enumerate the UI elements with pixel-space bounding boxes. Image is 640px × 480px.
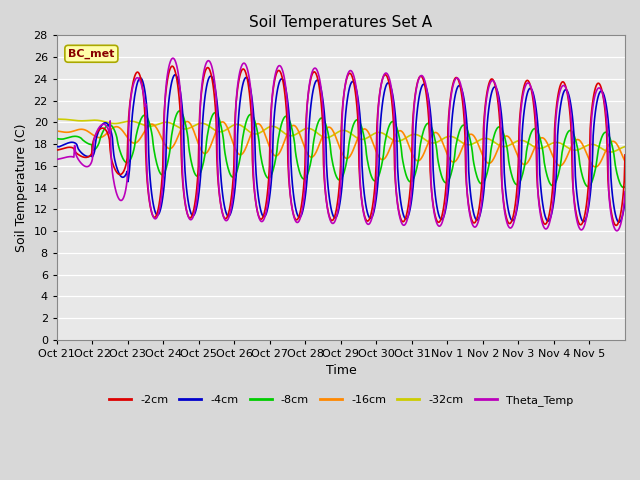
-16cm	[225, 128, 232, 133]
-2cm	[253, 206, 260, 212]
-16cm	[591, 164, 599, 170]
-2cm	[168, 63, 176, 69]
-8cm	[225, 168, 232, 173]
-4cm	[53, 144, 61, 149]
-32cm	[224, 126, 232, 132]
Line: -32cm: -32cm	[57, 119, 625, 152]
-8cm	[253, 126, 260, 132]
-8cm	[620, 185, 627, 191]
-2cm	[432, 216, 440, 222]
Line: -2cm: -2cm	[57, 66, 625, 226]
X-axis label: Time: Time	[326, 364, 356, 377]
-2cm	[612, 223, 620, 228]
-8cm	[275, 136, 282, 142]
Theta_Temp	[253, 206, 260, 212]
-4cm	[275, 83, 282, 89]
Legend: -2cm, -4cm, -8cm, -16cm, -32cm, Theta_Temp: -2cm, -4cm, -8cm, -16cm, -32cm, Theta_Te…	[104, 391, 577, 410]
-4cm	[172, 72, 179, 78]
-4cm	[621, 199, 629, 204]
-4cm	[120, 174, 127, 180]
Theta_Temp	[401, 222, 408, 228]
-16cm	[253, 121, 260, 127]
-2cm	[621, 152, 629, 158]
Theta_Temp	[275, 63, 282, 69]
-8cm	[432, 143, 440, 148]
-8cm	[621, 184, 629, 190]
Theta_Temp	[53, 156, 61, 162]
-4cm	[225, 213, 232, 219]
-32cm	[53, 116, 61, 122]
-4cm	[253, 180, 260, 186]
-4cm	[615, 219, 623, 225]
-2cm	[120, 168, 127, 174]
-16cm	[184, 119, 191, 124]
-4cm	[432, 199, 440, 204]
-32cm	[120, 120, 127, 125]
-16cm	[275, 152, 282, 157]
-16cm	[621, 158, 629, 164]
-4cm	[401, 214, 408, 220]
-16cm	[53, 128, 61, 134]
Theta_Temp	[120, 195, 127, 201]
-16cm	[401, 132, 408, 138]
-32cm	[431, 140, 439, 145]
Line: -16cm: -16cm	[57, 121, 625, 167]
Line: -4cm: -4cm	[57, 75, 625, 222]
-8cm	[176, 108, 184, 114]
Theta_Temp	[621, 189, 629, 194]
-32cm	[252, 131, 260, 137]
-8cm	[401, 165, 408, 171]
-2cm	[225, 210, 232, 216]
Line: Theta_Temp: Theta_Temp	[57, 58, 625, 231]
-2cm	[275, 68, 282, 73]
Text: BC_met: BC_met	[68, 48, 115, 59]
Theta_Temp	[432, 218, 440, 224]
Theta_Temp	[613, 228, 621, 234]
Title: Soil Temperatures Set A: Soil Temperatures Set A	[250, 15, 433, 30]
Theta_Temp	[170, 55, 177, 61]
-8cm	[53, 136, 61, 142]
-32cm	[607, 149, 615, 155]
Line: -8cm: -8cm	[57, 111, 625, 188]
-2cm	[53, 147, 61, 153]
-32cm	[274, 125, 282, 131]
-16cm	[432, 130, 440, 135]
-32cm	[621, 144, 629, 150]
-32cm	[399, 136, 407, 142]
-8cm	[120, 156, 127, 162]
Theta_Temp	[225, 215, 232, 221]
Y-axis label: Soil Temperature (C): Soil Temperature (C)	[15, 123, 28, 252]
-2cm	[401, 218, 408, 224]
-16cm	[120, 129, 127, 135]
